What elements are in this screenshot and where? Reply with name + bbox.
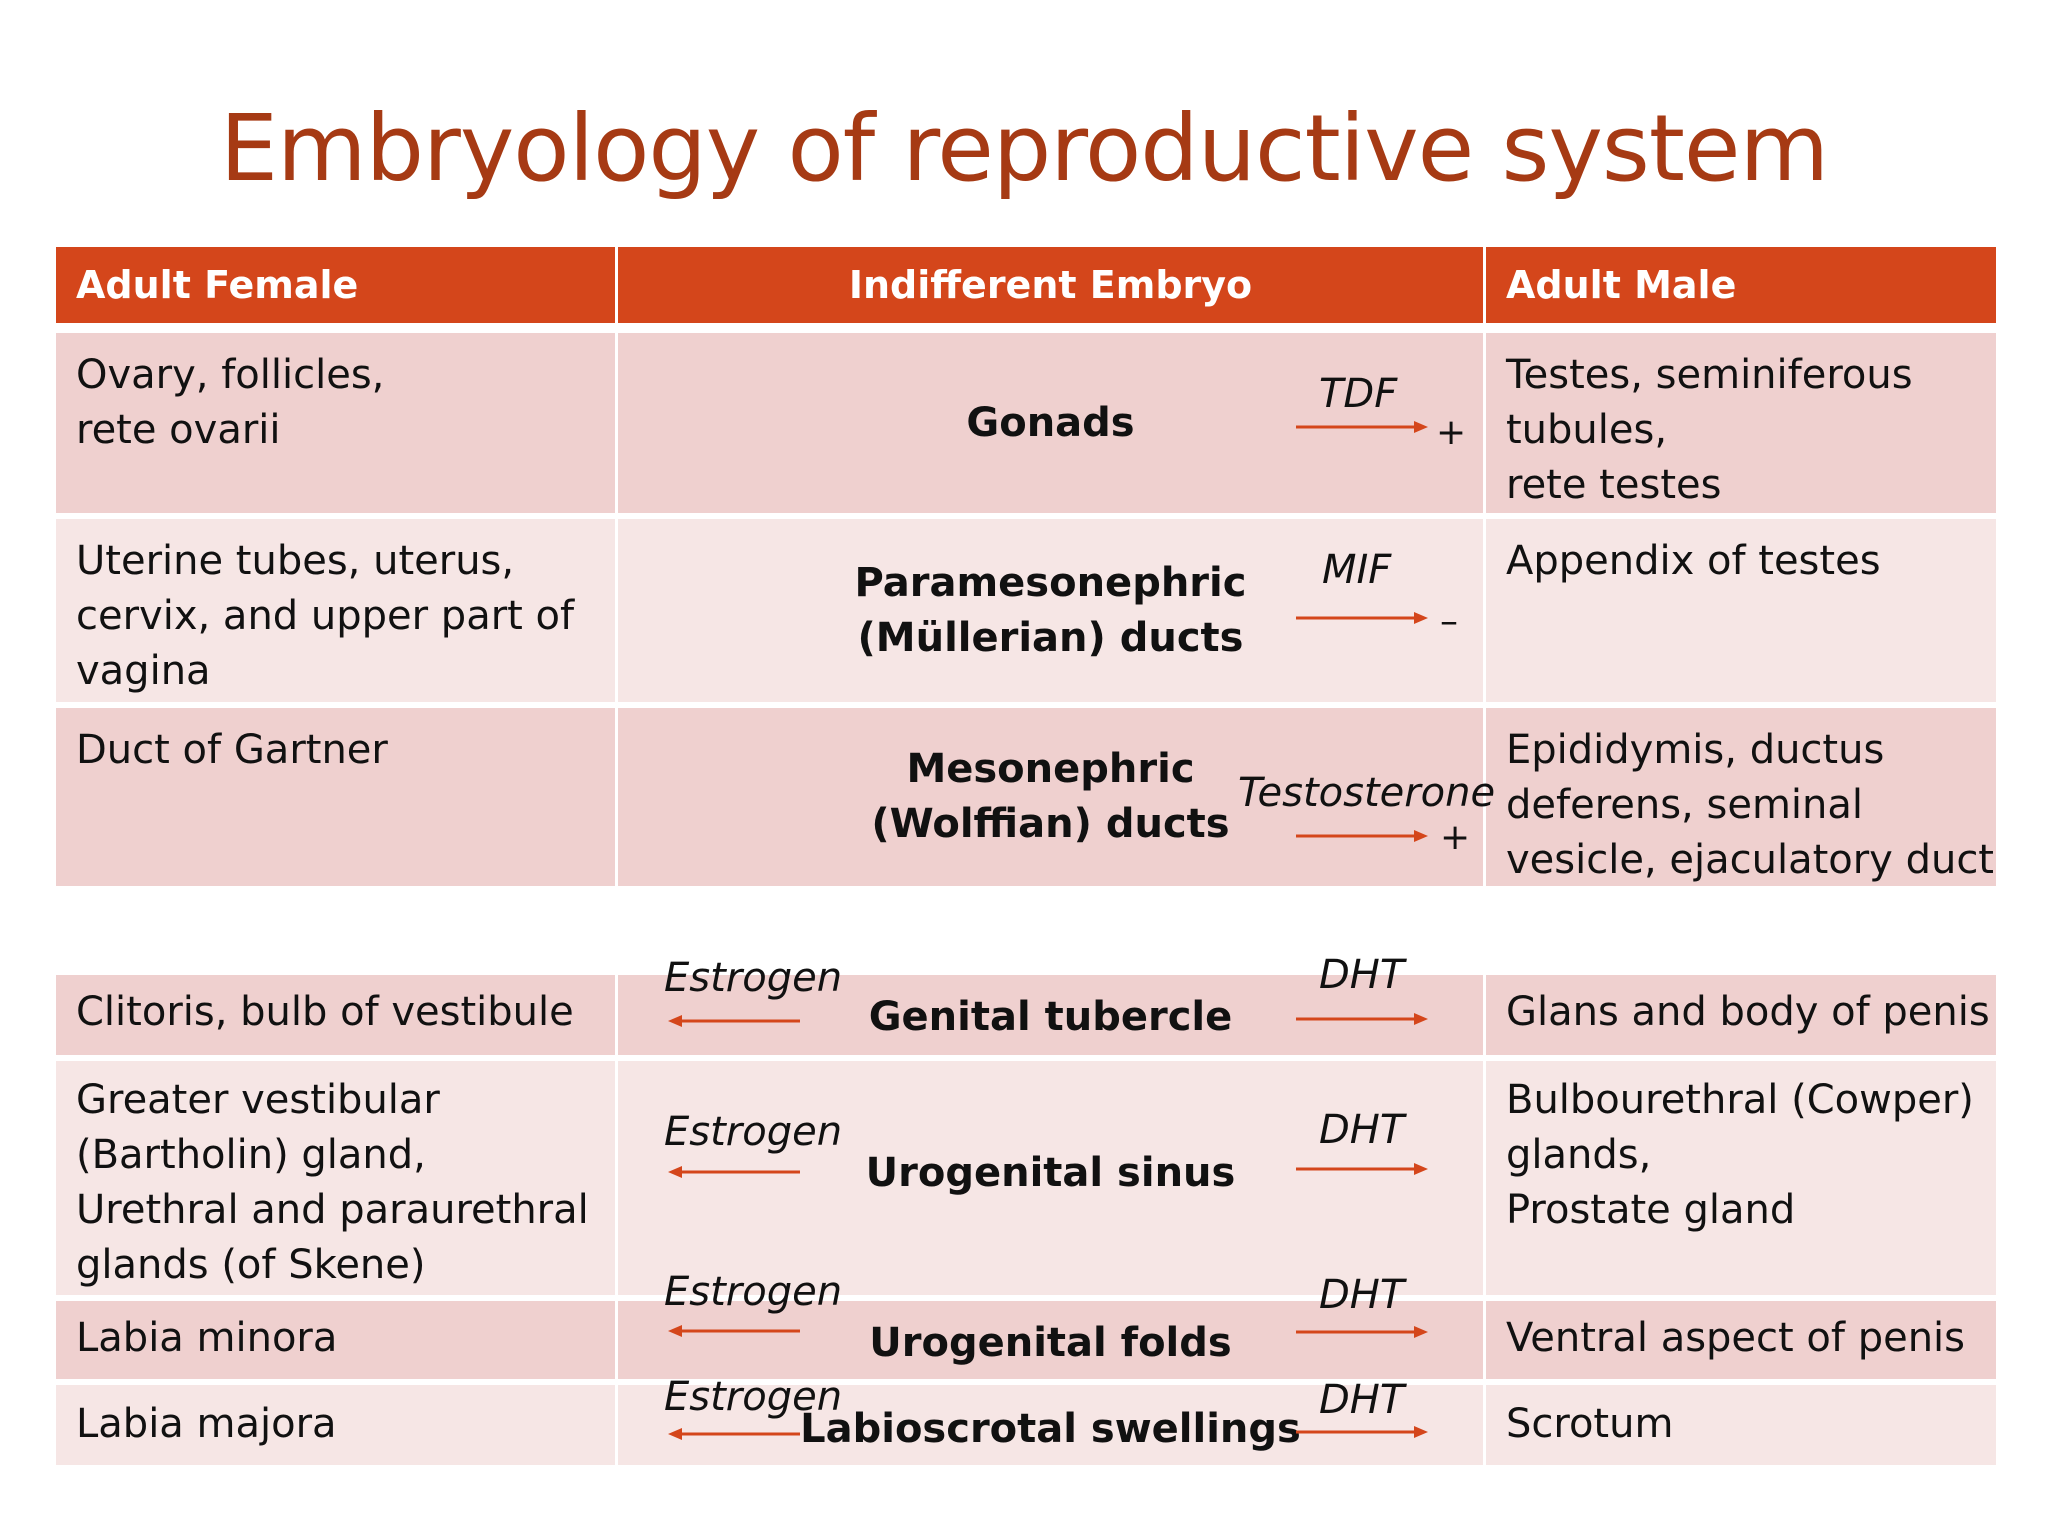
hormone-label-dht: DHT [1319, 1272, 1405, 1318]
effect-sign: – [1440, 601, 1458, 642]
female-line: cervix, and upper part of [76, 593, 575, 639]
female-line: vagina [76, 648, 211, 694]
male-line: Bulbourethral (Cowper) [1506, 1077, 1974, 1123]
hormone-label-dht: DHT [1319, 1107, 1405, 1153]
table-row: Labia minora Urogenital folds Ventral as… [56, 1301, 1996, 1379]
female-cell: Ovary, follicles, rete ovarii [56, 333, 615, 513]
embryo-cell: Urogenital sinus [618, 1061, 1483, 1295]
header-indifferent-embryo: Indifferent Embryo [618, 247, 1483, 323]
female-line: Ovary, follicles, [76, 352, 385, 398]
male-line: Testes, seminiferous [1506, 352, 1913, 398]
page-title: Embryology of reproductive system [219, 95, 1829, 202]
table-header: Adult Female Indifferent Embryo Adult Ma… [56, 247, 1996, 323]
male-line: rete testes [1506, 462, 1722, 508]
male-cell: Scrotum [1486, 1385, 1996, 1465]
embryo-label: Genital tubercle [868, 993, 1233, 1040]
hormone-label-estrogen: Estrogen [664, 1109, 843, 1155]
left-arrow-icon [668, 1015, 800, 1027]
hormone-label-mif: MIF [1322, 547, 1392, 593]
male-line: Epididymis, ductus [1506, 727, 1885, 773]
female-cell: Clitoris, bulb of vestibule [56, 975, 615, 1055]
female-line: glands (of Skene) [76, 1242, 426, 1288]
embryo-cell: Genital tubercle [618, 975, 1483, 1055]
embryo-label: Urogenital folds [869, 1319, 1232, 1366]
embryo-cell: Labioscrotal swellings [618, 1385, 1483, 1465]
male-line: tubules, [1506, 407, 1668, 453]
female-line: Greater vestibular [76, 1077, 440, 1123]
hormone-label-testosterone: Testosterone [1238, 770, 1496, 816]
table-row: Uterine tubes, uterus, cervix, and upper… [56, 519, 1996, 702]
male-line: deferens, seminal [1506, 782, 1863, 828]
header-adult-female: Adult Female [56, 247, 615, 323]
male-cell: Ventral aspect of penis [1486, 1301, 1996, 1379]
female-line: (Bartholin) gland, [76, 1132, 426, 1178]
embryo-cell: Mesonephric (Wolffian) ducts [618, 708, 1483, 886]
right-arrow-icon [1296, 612, 1428, 624]
hormone-label-estrogen: Estrogen [664, 1374, 843, 1420]
female-line: Urethral and paraurethral [76, 1187, 589, 1233]
female-line: Labia minora [76, 1315, 338, 1361]
hormone-label-tdf: TDF [1319, 371, 1398, 417]
embryo-label: Gonads [966, 399, 1135, 446]
header-adult-male: Adult Male [1486, 247, 1996, 323]
male-line: Scrotum [1506, 1401, 1674, 1447]
embryo-label: (Wolffian) ducts [871, 801, 1230, 847]
hormone-label-estrogen: Estrogen [664, 955, 843, 1001]
right-arrow-icon [1296, 1426, 1428, 1438]
female-line: Labia majora [76, 1401, 337, 1447]
female-line: Uterine tubes, uterus, [76, 538, 515, 584]
hormone-label-dht: DHT [1319, 1377, 1405, 1423]
embryo-label: Mesonephric [906, 746, 1195, 792]
male-cell: Testes, seminiferous tubules, rete teste… [1486, 333, 1996, 513]
table-row: Ovary, follicles, rete ovarii Gonads Tes… [56, 333, 1996, 513]
left-arrow-icon [668, 1166, 800, 1178]
embryo-label: Urogenital sinus [865, 1149, 1236, 1196]
effect-sign: + [1436, 412, 1467, 453]
left-arrow-icon [668, 1428, 800, 1440]
female-line: Duct of Gartner [76, 727, 388, 773]
right-arrow-icon [1296, 421, 1428, 433]
table-row: Clitoris, bulb of vestibule Genital tube… [56, 975, 1996, 1055]
effect-sign: + [1440, 817, 1471, 858]
table-row: Duct of Gartner Mesonephric (Wolffian) d… [56, 708, 1996, 886]
hormone-label-dht: DHT [1319, 952, 1405, 998]
embryo-cell: Gonads [618, 333, 1483, 513]
female-cell: Labia minora [56, 1301, 615, 1379]
male-line: Prostate gland [1506, 1187, 1796, 1233]
female-cell: Greater vestibular (Bartholin) gland, Ur… [56, 1061, 615, 1295]
female-cell: Duct of Gartner [56, 708, 615, 886]
female-cell: Labia majora [56, 1385, 615, 1465]
hormone-label-estrogen: Estrogen [664, 1269, 843, 1315]
male-line: Glans and body of penis [1506, 989, 1990, 1035]
embryo-label: Paramesonephric [854, 559, 1247, 606]
male-cell: Glans and body of penis [1486, 975, 1996, 1055]
right-arrow-icon [1296, 1163, 1428, 1175]
male-cell: Epididymis, ductus deferens, seminal ves… [1486, 708, 1996, 886]
table-row: Greater vestibular (Bartholin) gland, Ur… [56, 1061, 1996, 1295]
male-line: Appendix of testes [1506, 538, 1881, 584]
male-cell: Bulbourethral (Cowper) glands, Prostate … [1486, 1061, 1996, 1295]
left-arrow-icon [668, 1325, 800, 1337]
male-line: vesicle, ejaculatory duct [1506, 837, 1994, 883]
right-arrow-icon [1296, 1326, 1428, 1338]
right-arrow-icon [1296, 1013, 1428, 1025]
male-cell: Appendix of testes [1486, 519, 1996, 702]
embryo-cell: Paramesonephric (Müllerian) ducts [618, 519, 1483, 702]
embryo-label: (Müllerian) ducts [857, 614, 1244, 661]
embryo-cell: Urogenital folds [618, 1301, 1483, 1379]
male-line: glands, [1506, 1132, 1652, 1178]
male-line: Ventral aspect of penis [1506, 1315, 1966, 1361]
right-arrow-icon [1296, 830, 1428, 842]
female-line: Clitoris, bulb of vestibule [76, 989, 574, 1035]
female-line: rete ovarii [76, 407, 281, 453]
embryo-label: Labioscrotal swellings [800, 1405, 1301, 1452]
female-cell: Uterine tubes, uterus, cervix, and upper… [56, 519, 615, 702]
table-row: Labia majora Labioscrotal swellings Scro… [56, 1385, 1996, 1465]
